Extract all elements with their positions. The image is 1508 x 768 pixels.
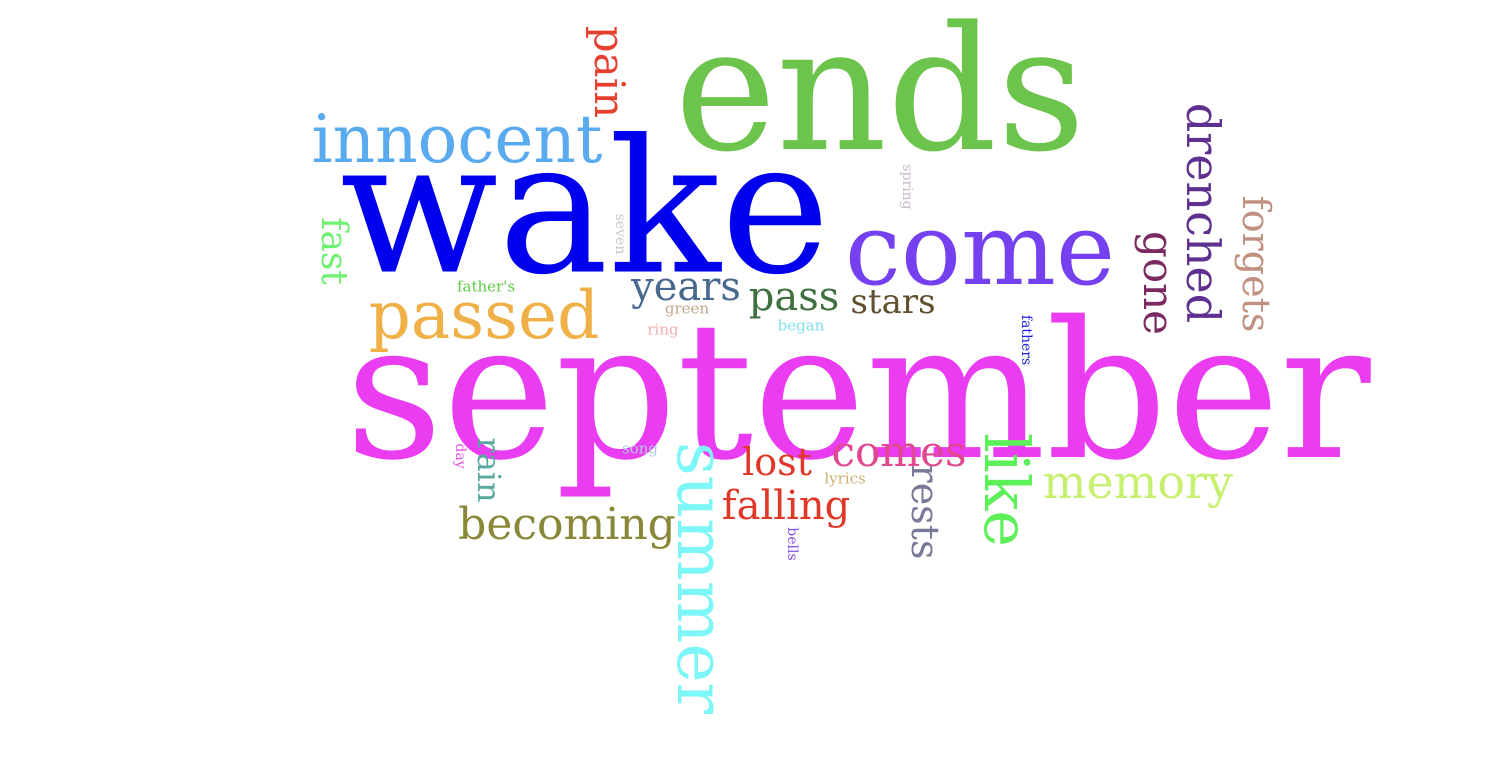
word-began: began <box>777 316 825 335</box>
word-rain: rain <box>470 437 508 503</box>
word-fathers-apostrophe: father's <box>456 277 516 296</box>
word-fast: fast <box>313 217 354 285</box>
word-innocent: innocent <box>311 101 603 178</box>
word-passed: passed <box>368 277 600 354</box>
word-becoming: becoming <box>458 499 676 550</box>
word-ring: ring <box>647 320 679 339</box>
word-wake: wake <box>339 99 831 316</box>
word-spring: spring <box>899 164 915 210</box>
word-stars: stars <box>850 282 936 322</box>
word-memory: memory <box>1042 455 1234 509</box>
word-falling: falling <box>721 483 851 529</box>
word-bells: bells <box>784 527 800 561</box>
word-comes: comes <box>831 427 967 476</box>
word-pain: pain <box>585 25 634 119</box>
word-fathers: fathers <box>1018 314 1034 366</box>
word-come: come <box>844 191 1116 308</box>
word-like: like <box>970 433 1043 547</box>
word-day: day <box>452 443 468 469</box>
word-pass: pass <box>748 274 840 320</box>
word-september: september <box>345 281 1371 502</box>
word-forgets: forgets <box>1234 195 1278 333</box>
word-green: green <box>664 299 710 318</box>
word-lyrics: lyrics <box>824 469 866 488</box>
word-ends: ends <box>674 0 1086 190</box>
word-song: song <box>622 439 658 458</box>
word-seven: seven <box>612 213 628 255</box>
word-drenched: drenched <box>1176 102 1230 324</box>
word-years: years <box>631 264 741 310</box>
word-rests: rests <box>903 464 947 560</box>
word-lost: lost <box>742 440 812 484</box>
word-gone: gone <box>1134 230 1183 336</box>
